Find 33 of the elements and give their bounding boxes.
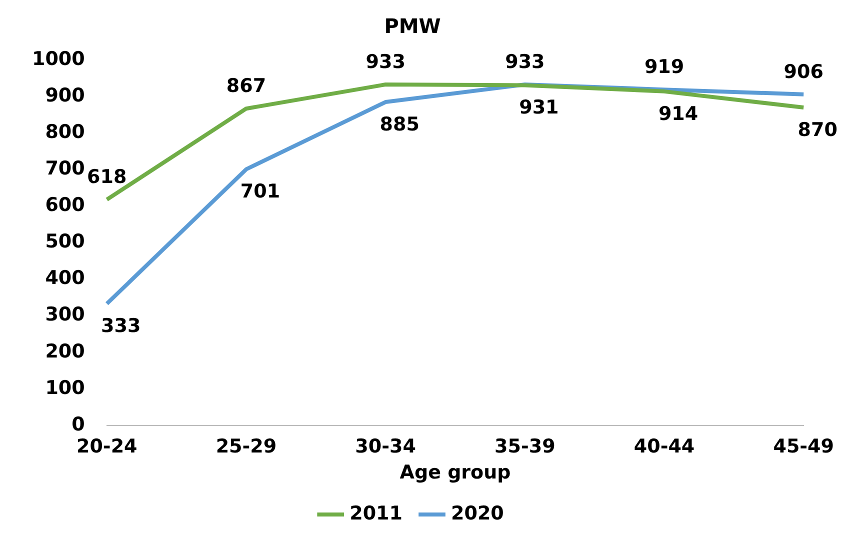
data-label: 919 [644, 56, 684, 78]
x-tick-label: 30-34 [355, 436, 416, 458]
x-tick-label: 35-39 [494, 436, 556, 458]
legend-label: 2011 [350, 502, 403, 524]
legend-label: 2020 [451, 502, 504, 524]
y-tick-label: 600 [45, 194, 85, 216]
data-label: 870 [798, 118, 838, 141]
x-axis-title: Age group [400, 462, 511, 484]
data-label: 933 [505, 50, 545, 73]
y-tick-label: 900 [45, 84, 85, 106]
data-label: 931 [519, 96, 559, 119]
y-tick-label: 0 [72, 413, 85, 436]
y-tick-label: 100 [45, 376, 85, 399]
y-tick-label: 300 [45, 304, 85, 326]
data-label: 701 [240, 180, 280, 203]
data-label: 618 [87, 166, 127, 188]
y-tick-label: 400 [45, 267, 85, 290]
y-tick-label: 700 [45, 158, 85, 180]
x-tick-label: 40-44 [634, 436, 695, 458]
data-label: 885 [380, 113, 420, 136]
y-tick-label: 200 [45, 340, 85, 362]
y-tick-label: 500 [45, 230, 85, 253]
data-label: 933 [366, 50, 406, 73]
data-label: 906 [784, 60, 824, 83]
x-tick-label: 45-49 [773, 436, 834, 458]
y-tick-label: 800 [45, 121, 85, 144]
x-tick-label: 25-29 [216, 436, 277, 458]
data-label: 867 [226, 75, 266, 98]
data-label: 914 [658, 102, 698, 125]
chart-title: PMW [384, 14, 441, 38]
data-label: 333 [101, 315, 141, 338]
y-tick-label: 1000 [32, 48, 85, 70]
x-tick-label: 20-24 [76, 436, 138, 458]
